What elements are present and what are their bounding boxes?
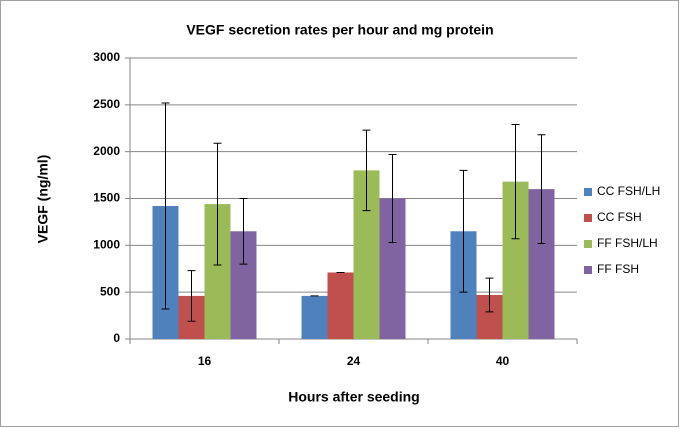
bar bbox=[301, 295, 328, 339]
y-tick-label: 2000 bbox=[93, 144, 120, 158]
y-tick-label: 1000 bbox=[93, 238, 120, 252]
legend-label: CC FSH/LH bbox=[597, 184, 660, 198]
legend-label: FF FSH bbox=[597, 262, 639, 276]
error-bar bbox=[362, 129, 371, 212]
y-axis-label: VEGF (ng/ml) bbox=[35, 155, 51, 244]
error-bar bbox=[537, 134, 546, 244]
bar bbox=[327, 272, 354, 339]
legend-swatch bbox=[584, 214, 592, 222]
y-tick-label: 3000 bbox=[93, 50, 120, 64]
error-bar bbox=[187, 270, 196, 322]
x-tick-label: 40 bbox=[496, 354, 510, 368]
y-tick-label: 0 bbox=[113, 331, 120, 345]
y-tick-label: 1500 bbox=[93, 191, 120, 205]
legend-label: CC FSH bbox=[597, 210, 642, 224]
x-tick-label: 24 bbox=[347, 354, 361, 368]
error-bar bbox=[239, 198, 248, 265]
error-bar bbox=[388, 153, 397, 244]
legend-label: FF FSH/LH bbox=[597, 236, 658, 250]
x-axis-label: Hours after seeding bbox=[288, 389, 419, 405]
legend-swatch bbox=[584, 266, 592, 274]
error-bar bbox=[485, 277, 494, 313]
error-bar bbox=[459, 169, 468, 293]
y-tick-label: 500 bbox=[100, 284, 120, 298]
x-tick-label: 16 bbox=[198, 354, 212, 368]
legend-swatch bbox=[584, 240, 592, 248]
y-tick-label: 2500 bbox=[93, 97, 120, 111]
error-bar bbox=[213, 142, 222, 266]
error-bar bbox=[511, 124, 520, 240]
error-bar bbox=[161, 102, 170, 310]
chart-title: VEGF secretion rates per hour and mg pro… bbox=[186, 22, 493, 38]
legend-swatch bbox=[584, 188, 592, 196]
